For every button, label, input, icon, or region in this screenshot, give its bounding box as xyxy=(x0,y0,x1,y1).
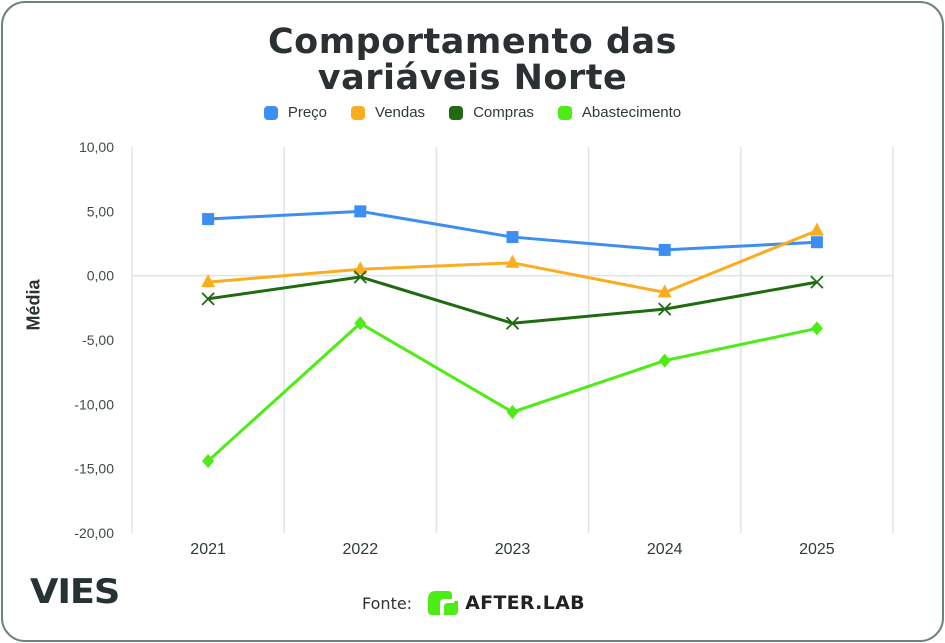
data-point-compras xyxy=(201,292,215,306)
afterlab-logo: AFTER.LAB xyxy=(426,590,585,616)
data-point-preco xyxy=(810,236,823,249)
source-label: Fonte: xyxy=(362,593,413,613)
data-point-preco xyxy=(658,243,671,256)
data-point-compras xyxy=(810,275,824,289)
data-point-vendas xyxy=(505,254,520,268)
data-point-abastecimento xyxy=(810,321,823,336)
afterlab-name: AFTER.LAB xyxy=(465,592,585,614)
y-tick-label: 5,00 xyxy=(87,203,114,219)
x-tick-label: 2021 xyxy=(190,541,226,558)
vies-logo: VIES xyxy=(30,572,120,612)
series-line-abastecimento xyxy=(207,321,818,463)
x-tick-label: 2022 xyxy=(343,541,379,558)
data-point-vendas xyxy=(353,261,368,275)
data-point-compras xyxy=(505,316,520,330)
legend-item-vendas: Vendas xyxy=(351,104,425,121)
legend-label-vendas: Vendas xyxy=(375,104,426,121)
legend-item-compras: Compras xyxy=(449,104,534,121)
source-credit: Fonte: AFTER.LAB xyxy=(362,590,585,616)
legend-swatch-compras xyxy=(449,105,464,120)
data-point-compras xyxy=(353,270,367,284)
data-point-vendas xyxy=(809,222,824,236)
afterlab-logo-icon xyxy=(428,591,459,615)
chart-title: Comportamento das variáveis Norte xyxy=(0,24,945,96)
legend-label-abastecimento: Abastecimento xyxy=(581,104,682,121)
x-tick-label: 2024 xyxy=(647,541,683,558)
legend-swatch-preco xyxy=(263,105,278,120)
data-point-abastecimento xyxy=(354,316,367,331)
series-line-compras xyxy=(207,275,818,325)
data-point-vendas xyxy=(657,284,672,298)
data-point-vendas xyxy=(201,274,216,288)
y-tick-label: -20,00 xyxy=(74,525,114,541)
data-point-abastecimento xyxy=(506,405,519,420)
y-tick-label: -15,00 xyxy=(74,461,114,477)
series-line-preco xyxy=(208,209,817,252)
y-tick-label: 10,00 xyxy=(79,139,114,155)
legend: Preço Vendas Compras Abastecimento xyxy=(0,104,945,121)
chart-title-line-2: variáveis Norte xyxy=(317,58,628,98)
legend-swatch-abastecimento xyxy=(557,105,572,120)
x-tick-label: 2025 xyxy=(799,541,835,558)
data-point-preco xyxy=(354,205,367,218)
data-point-compras xyxy=(658,302,672,316)
data-point-preco xyxy=(202,213,215,226)
y-tick-label: -5,00 xyxy=(82,332,114,348)
legend-item-abastecimento: Abastecimento xyxy=(557,104,682,121)
data-point-abastecimento xyxy=(658,353,671,368)
x-tick-label: 2023 xyxy=(495,541,531,558)
legend-label-compras: Compras xyxy=(473,104,534,121)
data-point-abastecimento xyxy=(202,453,215,468)
y-tick-label: -10,00 xyxy=(74,396,114,412)
legend-item-preco: Preço xyxy=(263,104,328,121)
legend-swatch-vendas xyxy=(351,105,366,120)
legend-label-preco: Preço xyxy=(287,104,328,121)
y-tick-label: 0,00 xyxy=(87,268,114,284)
chart-title-line-1: Comportamento das xyxy=(267,22,677,62)
data-point-preco xyxy=(506,231,519,244)
